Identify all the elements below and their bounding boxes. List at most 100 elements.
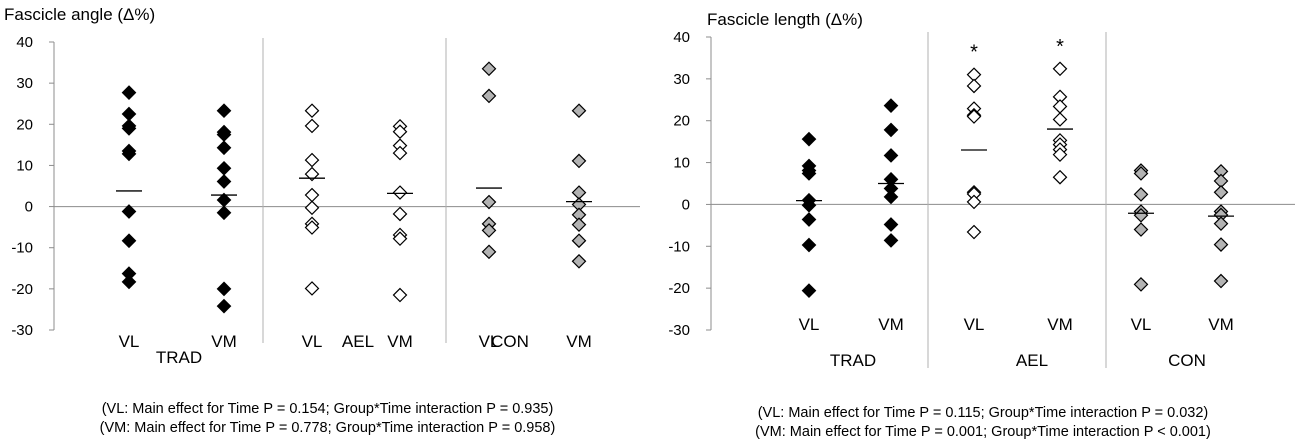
data-point [1052, 99, 1068, 114]
y-tick-label: 0 [25, 199, 33, 216]
y-tick-label: 20 [16, 116, 33, 133]
data-point [121, 204, 137, 219]
y-tick-label: -20 [11, 281, 33, 298]
category-label: VM [387, 332, 413, 351]
category-label: VM [211, 332, 237, 351]
data-point [392, 185, 408, 200]
data-point [304, 118, 320, 134]
y-tick-label: -20 [668, 280, 690, 297]
group-label: TRAD [156, 348, 202, 367]
data-point [883, 148, 899, 163]
stats-footnote-vl: (VL: Main effect for Time P = 0.115; Gro… [757, 405, 1209, 421]
data-point [481, 61, 497, 77]
data-point [571, 253, 587, 269]
data-point [801, 166, 817, 181]
data-point [304, 200, 320, 216]
category-label: VM [878, 315, 904, 334]
stats-footnote-vm: (VM: Main effect for Time P = 0.001; Gro… [755, 424, 1211, 440]
data-point [121, 146, 137, 162]
significance-marker: * [970, 42, 978, 64]
fascicle-length-chart: Fascicle length (Δ%) 40 30 20 10 0 -10 -20 -30 V… [655, 0, 1311, 444]
chart-title: Fascicle angle (Δ%) [4, 5, 156, 24]
data-point [481, 244, 497, 260]
data-point [1133, 222, 1149, 237]
y-tick-label: 30 [673, 71, 690, 88]
category-label: VL [119, 332, 140, 351]
data-point [801, 237, 817, 253]
data-point [392, 206, 408, 222]
stats-footnote-vl: (VL: Main effect for Time P = 0.154; Gro… [101, 401, 554, 417]
data-point [481, 88, 497, 104]
group-label: CON [491, 332, 529, 351]
data-point [883, 98, 899, 113]
data-point [1213, 273, 1229, 289]
data-point [392, 145, 408, 161]
data-point [392, 287, 408, 303]
data-point [1133, 277, 1149, 292]
data-point [571, 233, 587, 249]
data-point [801, 283, 817, 299]
data-point [304, 220, 320, 235]
category-label: VL [799, 315, 820, 334]
data-point [966, 224, 982, 240]
data-point [121, 85, 137, 100]
category-label: VM [1047, 315, 1073, 334]
data-point [1213, 184, 1229, 200]
data-point [801, 197, 817, 213]
data-point [121, 106, 137, 122]
data-point [801, 131, 817, 147]
chart-title: Fascicle length (Δ%) [707, 10, 863, 29]
data-point [1052, 147, 1068, 162]
group-label: AEL [1016, 351, 1048, 370]
category-label: VL [479, 332, 500, 351]
data-point [121, 274, 137, 290]
data-point [1133, 187, 1149, 202]
stats-footnote-vm: (VM: Main effect for Time P = 0.778; Gro… [99, 420, 556, 436]
y-tick-label: 40 [673, 29, 690, 46]
y-tick-label: 20 [673, 113, 690, 130]
data-point [966, 194, 982, 210]
data-point [121, 121, 137, 136]
data-point [216, 205, 232, 221]
data-point [304, 103, 320, 119]
data-point [1213, 237, 1229, 252]
data-point [392, 231, 408, 247]
data-point [966, 78, 982, 94]
data-point [216, 160, 232, 176]
data-point [216, 140, 232, 156]
fascicle-angle-chart: Fascicle angle (Δ%) 40 30 20 10 0 -10 -20 -30 VL… [0, 0, 655, 444]
data-point [304, 187, 320, 203]
data-point [216, 103, 232, 119]
y-tick-label: 40 [16, 34, 33, 51]
data-point [571, 103, 587, 119]
group-label: TRAD [830, 351, 876, 370]
data-point [216, 174, 232, 189]
data-point [883, 233, 899, 248]
data-point [571, 153, 587, 169]
data-point [304, 166, 320, 182]
data-point [216, 298, 232, 314]
category-label: VL [1131, 315, 1152, 334]
y-tick-label: 10 [673, 155, 690, 172]
data-point [304, 281, 320, 296]
data-point [801, 212, 817, 227]
group-label: CON [1168, 351, 1206, 370]
data-point [216, 281, 232, 297]
category-label: VL [964, 315, 985, 334]
y-tick-label: 0 [682, 196, 690, 213]
data-point [883, 189, 899, 205]
data-point [1133, 166, 1149, 181]
category-label: VL [302, 332, 323, 351]
y-tick-label: -30 [668, 322, 690, 339]
data-point [571, 185, 587, 200]
data-point [1213, 216, 1229, 232]
group-label: AEL [342, 332, 374, 351]
y-tick-label: -30 [11, 322, 33, 339]
data-point [392, 124, 408, 140]
data-point [304, 152, 320, 168]
data-point [966, 109, 982, 124]
data-point [1052, 169, 1068, 185]
y-tick-label: 30 [16, 75, 33, 92]
fascicle-angle-plot: 40 30 20 10 0 -10 -20 -30 VL VM VL VM VL VM TRAD AEL CON [11, 34, 640, 367]
